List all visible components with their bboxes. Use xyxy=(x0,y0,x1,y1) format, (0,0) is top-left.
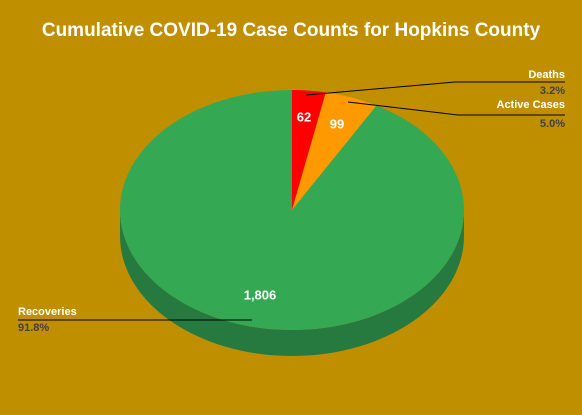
pie-slice xyxy=(292,90,326,210)
category-label: Active Cases xyxy=(497,99,566,111)
percent-label: 5.0% xyxy=(540,118,565,130)
category-label: Deaths xyxy=(528,69,565,81)
value-label: 62 xyxy=(297,109,311,124)
category-label: Recoveries xyxy=(18,306,77,318)
leader-line xyxy=(305,81,565,96)
value-label: 99 xyxy=(330,116,344,131)
percent-label: 3.2% xyxy=(540,85,565,97)
value-label: 1,806 xyxy=(244,287,277,302)
pie-slice xyxy=(120,90,465,330)
leader-line xyxy=(347,101,565,116)
chart-title: Cumulative COVID-19 Case Counts for Hopk… xyxy=(42,20,541,41)
pie-slice xyxy=(292,92,377,210)
percent-label: 91.8% xyxy=(18,322,49,334)
